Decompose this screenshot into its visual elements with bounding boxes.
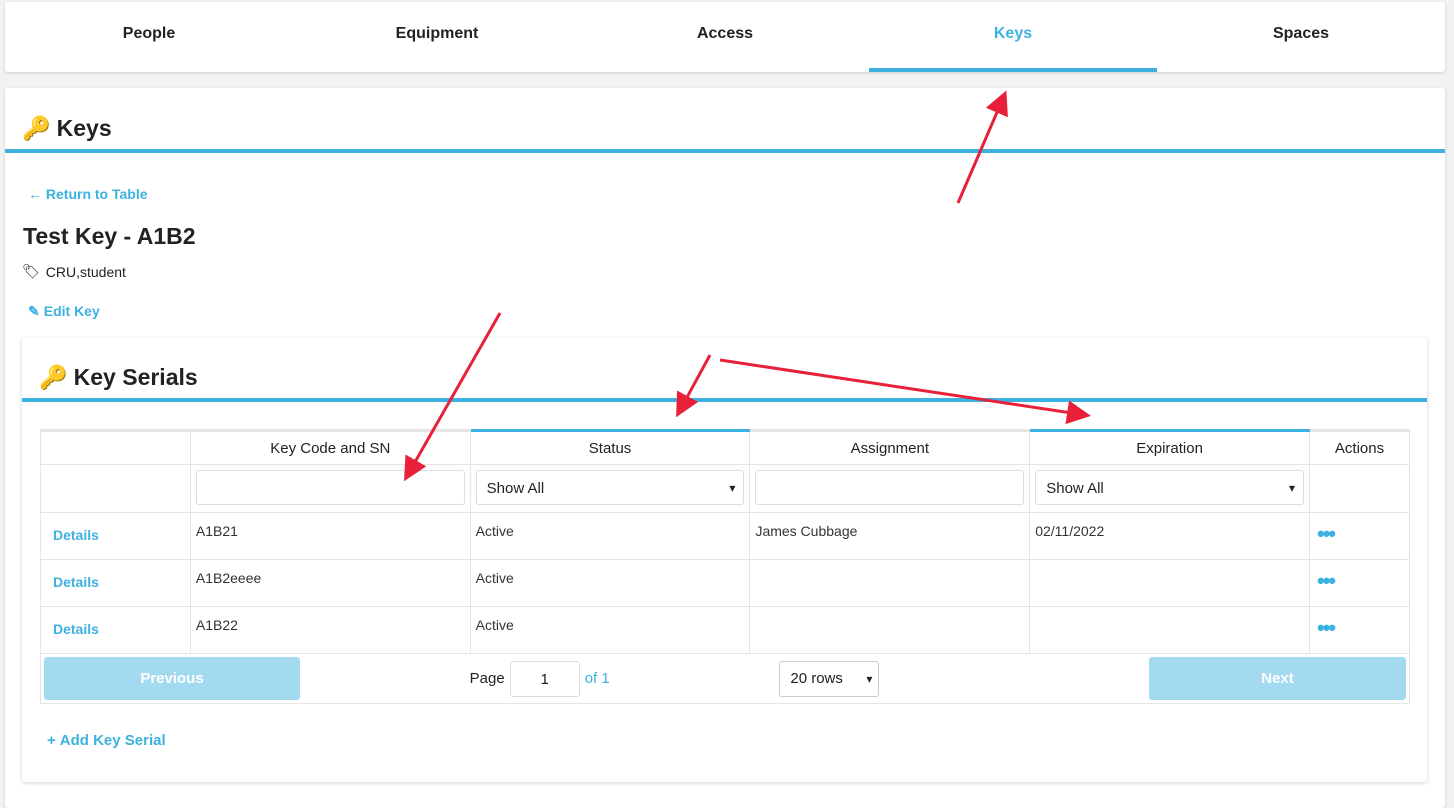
tab-equipment[interactable]: Equipment <box>395 25 479 42</box>
tab-access[interactable]: Access <box>696 25 754 42</box>
page-label: Page <box>469 670 505 687</box>
key-title: Test Key - A1B2 <box>23 223 196 249</box>
table-row: Details A1B22 Active ••• <box>40 606 1410 654</box>
col-header-assignment[interactable]: Assignment <box>749 429 1031 465</box>
tags-icon: 🏷 <box>22 263 40 279</box>
expiration <box>1029 606 1310 654</box>
key-code-filter[interactable] <box>195 470 465 505</box>
key-serials-card: 🔑 Key Serials Key Code and SN Status Assi… <box>22 338 1427 782</box>
key-code: A1B21 <box>189 512 471 560</box>
key-icon: 🔑 <box>39 363 68 390</box>
details-link[interactable]: Details <box>53 527 99 543</box>
previous-button[interactable]: Previous <box>44 657 300 700</box>
of-label: of <box>584 670 598 687</box>
key-icon: 🔑 <box>22 115 51 141</box>
page-title: Keys <box>56 115 112 141</box>
assignment <box>749 606 1031 654</box>
table-row: Details A1B2eeee Active ••• <box>40 559 1410 607</box>
expiration <box>1029 559 1310 607</box>
col-header-expiration[interactable]: Expiration <box>1029 429 1310 465</box>
return-to-table-link[interactable]: ← Return to Table <box>28 186 148 202</box>
serials-table: Key Code and SN Status Assignment Expira… <box>40 429 1410 704</box>
plus-icon: + <box>47 732 56 749</box>
more-actions-icon[interactable]: ••• <box>1317 568 1336 593</box>
expiration: 02/11/2022 <box>1029 512 1310 560</box>
key-code: A1B2eeee <box>189 559 471 607</box>
add-key-serial-link[interactable]: + Add Key Serial <box>47 732 166 749</box>
tab-keys[interactable]: Keys <box>869 2 1157 72</box>
tags-text: CRU,student <box>45 263 126 280</box>
details-link[interactable]: Details <box>53 621 99 637</box>
edit-icon: ✎ <box>28 303 40 319</box>
edit-key-link[interactable]: ✎ Edit Key <box>28 303 100 320</box>
page-input[interactable]: 1 <box>509 660 580 697</box>
status: Active <box>469 559 751 607</box>
add-key-serial-label: Add Key Serial <box>59 732 166 749</box>
status-filter-select[interactable]: Show All <box>475 470 745 506</box>
key-code: A1B22 <box>189 606 471 654</box>
status: Active <box>469 606 751 654</box>
more-actions-icon[interactable]: ••• <box>1317 615 1336 640</box>
details-link[interactable]: Details <box>53 574 99 590</box>
rows-per-page-select[interactable]: 20 rows <box>779 660 880 697</box>
more-actions-icon[interactable]: ••• <box>1317 521 1336 546</box>
assignment-filter[interactable] <box>755 470 1025 505</box>
col-header-key-code[interactable]: Key Code and SN <box>189 429 471 465</box>
section-title: Key Serials <box>73 363 198 390</box>
edit-key-label: Edit Key <box>43 303 100 319</box>
col-header-status[interactable]: Status <box>469 429 751 465</box>
next-button[interactable]: Next <box>1149 657 1406 700</box>
table-row: Details A1B21 Active James Cubbage 02/11… <box>40 512 1410 560</box>
assignment: James Cubbage <box>749 512 1031 560</box>
tab-spaces[interactable]: Spaces <box>1272 25 1330 42</box>
total-pages: 1 <box>601 670 610 687</box>
assignment <box>749 559 1031 607</box>
status: Active <box>469 512 751 560</box>
keys-panel: 🔑 Keys ← Return to Table Test Key - A1B2 … <box>5 88 1445 808</box>
tab-people[interactable]: People <box>122 25 176 42</box>
col-header-actions: Actions <box>1309 429 1410 465</box>
col-header-blank <box>40 429 191 465</box>
top-nav: People Equipment Access Keys Spaces <box>5 2 1445 72</box>
expiration-filter-select[interactable]: Show All <box>1035 470 1304 506</box>
